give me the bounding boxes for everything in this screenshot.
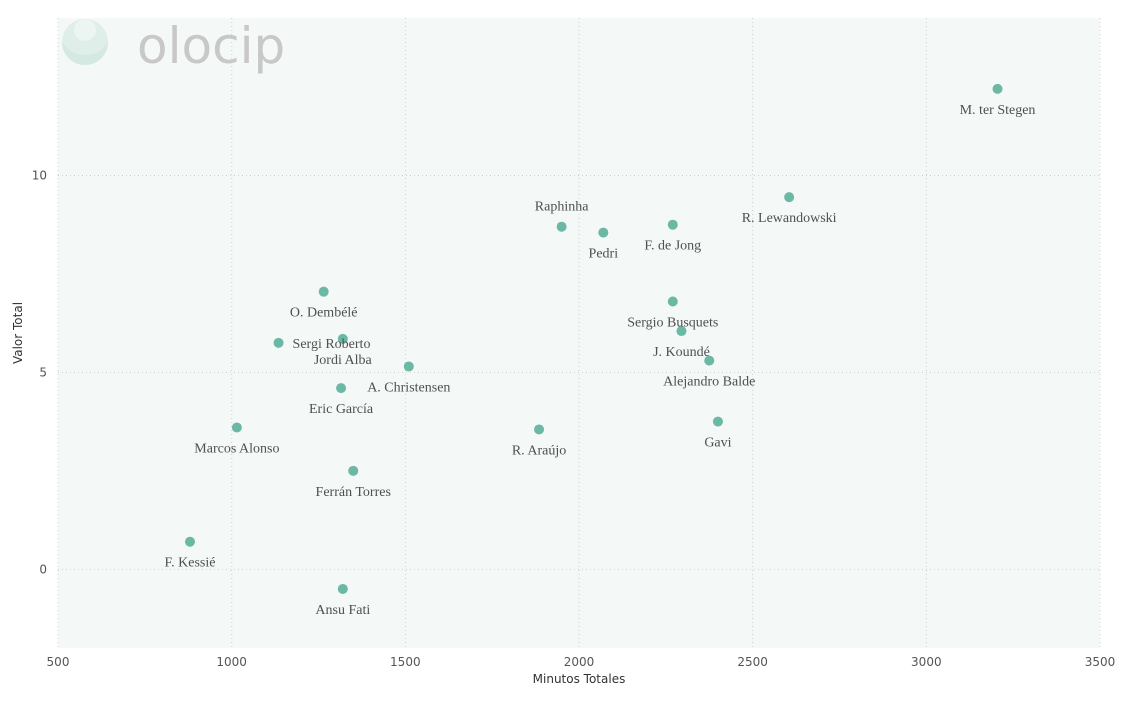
point-label: R. Araújo: [512, 443, 566, 458]
data-point: [348, 465, 359, 476]
point-label: Ansu Fati: [315, 603, 370, 618]
data-point: [667, 296, 678, 307]
x-axis-ticks: 500 1000 1500 2000 2500 3000 3500: [47, 655, 1116, 669]
point-label: R. Lewandowski: [742, 211, 837, 226]
data-point: [337, 583, 348, 594]
data-point: [534, 424, 545, 435]
x-tick-label: 2000: [564, 655, 595, 669]
logo-text: olocip: [137, 17, 285, 75]
data-point: [667, 219, 678, 230]
data-point: [598, 227, 609, 238]
data-point: [712, 416, 723, 427]
point-label: Alejandro Balde: [663, 375, 755, 390]
x-tick-label: 1500: [390, 655, 421, 669]
y-tick-label: 0: [39, 562, 47, 576]
point-label: F. Kessié: [164, 556, 215, 571]
data-point: [676, 326, 687, 337]
point-label: Sergi Roberto: [293, 337, 371, 352]
x-tick-label: 1000: [216, 655, 247, 669]
x-tick-label: 500: [47, 655, 70, 669]
data-point: [336, 383, 347, 394]
data-point: [704, 355, 715, 366]
x-axis-title: Minutos Totales: [533, 672, 626, 686]
point-label: O. Dembélé: [290, 306, 358, 321]
olocip-logo: olocip: [62, 17, 285, 75]
x-tick-label: 3500: [1085, 655, 1116, 669]
data-point: [992, 83, 1003, 94]
point-label: F. de Jong: [644, 239, 701, 254]
data-points: [184, 83, 1003, 594]
point-label: Marcos Alonso: [194, 442, 279, 457]
point-label: M. ter Stegen: [960, 103, 1036, 118]
y-axis-ticks: 0 5 10: [32, 169, 47, 577]
logo-mark-icon: [62, 19, 108, 65]
data-point: [231, 422, 242, 433]
data-point: [784, 192, 795, 203]
point-label: Ferrán Torres: [316, 485, 391, 500]
y-tick-label: 5: [39, 365, 47, 379]
point-label: Pedri: [589, 247, 619, 262]
point-labels: M. ter Stegen R. Lewandowski Raphinha Pedri…: [164, 103, 1035, 618]
point-label: J. Koundé: [653, 345, 710, 360]
gridlines: [57, 18, 1101, 648]
point-label: Gavi: [704, 436, 731, 451]
plot-area: [58, 18, 1100, 648]
data-point: [273, 337, 284, 348]
data-point: [556, 221, 567, 232]
y-axis-title: Valor Total: [11, 302, 25, 364]
data-point: [318, 286, 329, 297]
point-label: A. Christensen: [367, 380, 450, 395]
x-tick-label: 2500: [737, 655, 768, 669]
point-label: Eric García: [309, 402, 374, 417]
data-point: [337, 333, 348, 344]
point-label: Jordi Alba: [314, 353, 373, 368]
data-point: [184, 536, 195, 547]
y-tick-label: 10: [32, 169, 47, 183]
point-label: Raphinha: [535, 200, 589, 215]
point-label: Sergio Busquets: [627, 316, 718, 331]
data-point: [403, 361, 414, 372]
x-tick-label: 3000: [911, 655, 942, 669]
